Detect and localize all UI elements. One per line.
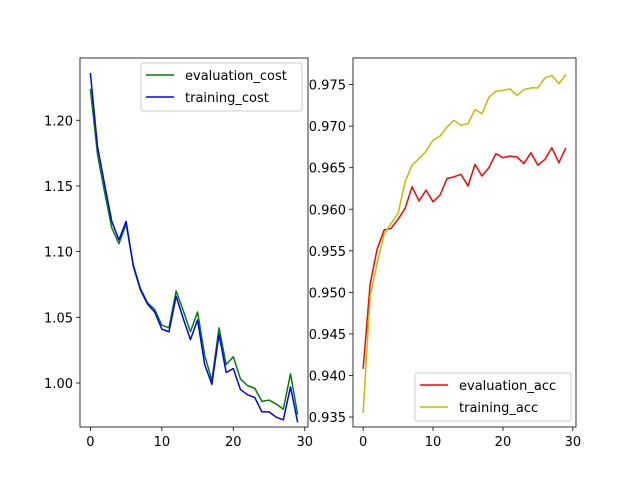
legend-label: training_acc [459, 401, 538, 416]
series-line-training-cost [89, 72, 299, 423]
y-tick-label: 0.965 [309, 162, 346, 177]
y-tick-label: 0.935 [309, 411, 346, 426]
x-tick-label: 0 [359, 435, 367, 450]
legend-label: evaluation_cost [185, 69, 287, 84]
x-tick-label: 30 [297, 435, 314, 450]
axes-frame [352, 57, 577, 428]
x-tick-label: 0 [86, 435, 94, 450]
y-tick-label: 0.955 [309, 245, 346, 260]
axes-frame [79, 57, 309, 428]
y-tick-label: 1.10 [44, 246, 73, 261]
x-tick-label: 20 [225, 435, 242, 450]
y-tick-label: 0.970 [309, 120, 346, 135]
series-line-training-acc [362, 74, 567, 413]
legend-box [140, 62, 303, 112]
legend-label: training_cost [185, 91, 269, 106]
y-tick-label: 0.945 [309, 328, 346, 343]
x-tick-label: 10 [154, 435, 171, 450]
series-line-evaluation-cost [89, 88, 299, 415]
y-tick-label: 0.960 [309, 203, 346, 218]
legend: evaluation_acc training_acc [414, 372, 572, 422]
y-tick-label: 1.20 [44, 114, 73, 129]
right-chart-accuracy: 0 10 20 30 0.935 0.940 0.945 0.950 0.955 0.960 0.9… [309, 57, 582, 450]
y-tick-label: 0.940 [309, 369, 346, 384]
y-tick-label: 0.950 [309, 286, 346, 301]
legend-label: evaluation_acc [459, 379, 556, 394]
x-tick-label: 20 [495, 435, 512, 450]
y-tick-label: 0.975 [309, 79, 346, 94]
legend-box [414, 372, 572, 422]
y-tick-label: 1.00 [44, 377, 73, 392]
x-tick-label: 30 [565, 435, 582, 450]
y-tick-label: 1.05 [44, 311, 73, 326]
y-tick-label: 1.15 [44, 180, 73, 195]
legend: evaluation_cost training_cost [140, 62, 303, 112]
series-line-evaluation-acc [362, 147, 567, 369]
left-chart-cost: 0 10 20 30 1.00 1.05 1.10 1.15 1.20 evaluation_co… [44, 57, 314, 450]
x-tick-label: 10 [425, 435, 442, 450]
